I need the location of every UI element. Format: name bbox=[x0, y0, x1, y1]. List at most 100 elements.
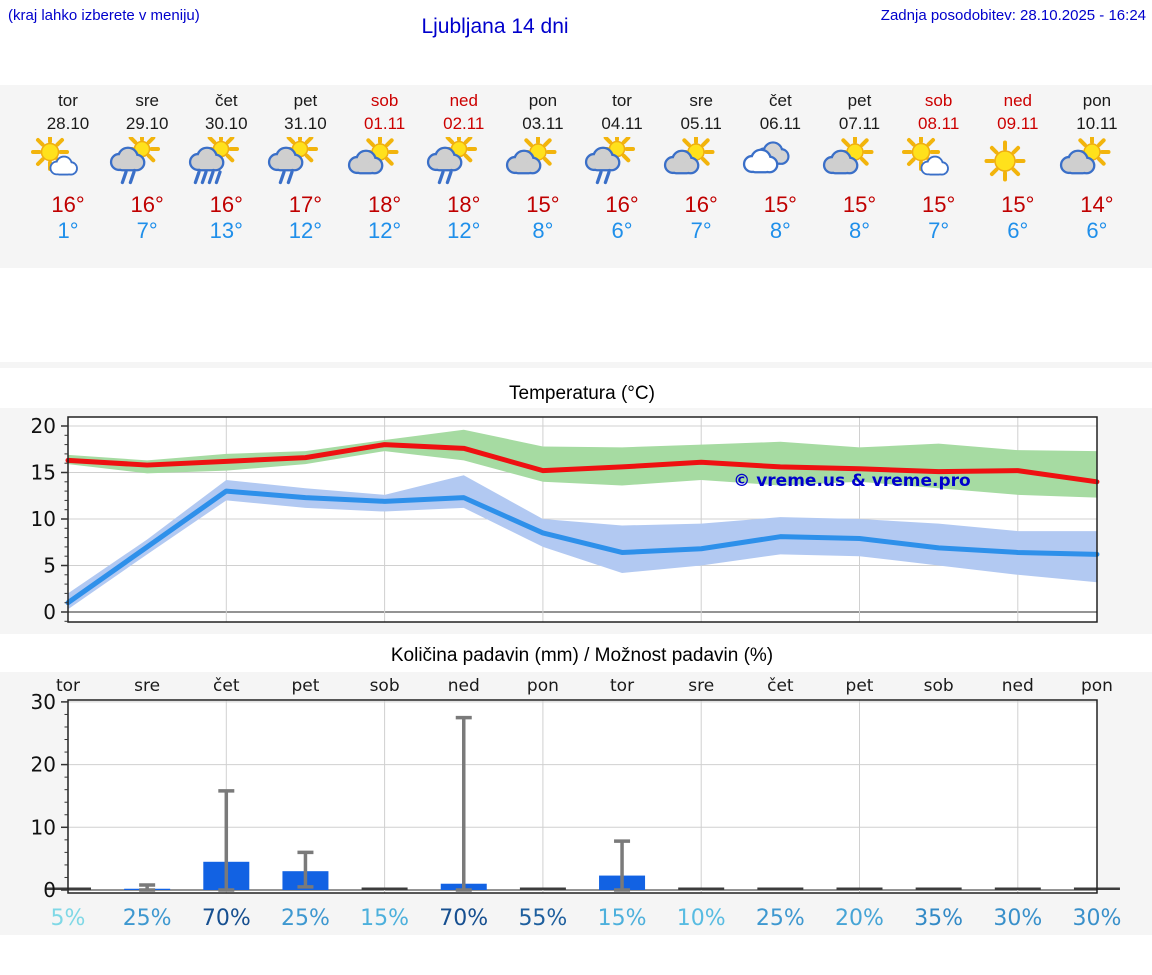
precip-probability-label: 30% bbox=[1072, 906, 1121, 931]
cloudy-icon bbox=[743, 141, 790, 174]
max-temp-band bbox=[68, 429, 1097, 498]
precip-probability-label: 25% bbox=[123, 906, 172, 931]
day-name: pet bbox=[293, 91, 318, 110]
panel-divider bbox=[0, 362, 1152, 368]
min-temp-line bbox=[65, 488, 1100, 606]
precip-probability-label: 55% bbox=[518, 906, 567, 931]
weather-icon bbox=[820, 137, 900, 187]
precip-zero-bar bbox=[915, 887, 962, 890]
precip-probability-label: 15% bbox=[598, 906, 647, 931]
low-temp: 8° bbox=[532, 218, 554, 243]
day-name: sob bbox=[924, 91, 953, 110]
weather-icon bbox=[107, 137, 187, 187]
plot-area bbox=[68, 700, 1097, 893]
forecast-day-column: sob 08.11 15° 7° bbox=[899, 85, 979, 244]
high-temp: 16° bbox=[130, 192, 164, 217]
weather-icon bbox=[978, 137, 1058, 187]
forecast-day-column: ned 09.11 15° 6° bbox=[978, 85, 1058, 244]
forecast-day-column: tor 28.10 16° 1° bbox=[28, 85, 108, 244]
day-date: 07.11 bbox=[838, 114, 881, 133]
precip-zero-bar bbox=[519, 887, 566, 890]
light-rain-icon bbox=[426, 137, 477, 185]
rain-icon bbox=[189, 137, 240, 185]
forecast-day-column: sob 01.11 18° 12° bbox=[345, 85, 425, 244]
low-temp: 6° bbox=[1086, 218, 1108, 243]
partly-sunny-icon bbox=[31, 137, 78, 176]
weather-icon bbox=[582, 137, 662, 187]
y-tick-label: 0 bbox=[43, 600, 56, 624]
precip-zero-bar bbox=[678, 887, 725, 890]
forecast-day-column: ned 02.11 18° 12° bbox=[424, 85, 504, 244]
precip-zero-bar bbox=[994, 887, 1041, 890]
partly-sunny-icon bbox=[901, 137, 949, 176]
day-date: 29.10 bbox=[125, 114, 169, 133]
day-label: sob bbox=[924, 676, 954, 696]
low-temp: 7° bbox=[690, 218, 712, 243]
day-name: tor bbox=[58, 91, 78, 110]
day-name: ned bbox=[1003, 91, 1032, 110]
day-label: sob bbox=[370, 676, 400, 696]
low-temp: 12° bbox=[367, 218, 402, 243]
precipitation-chart: tor sre čet pet sob ned pon tor sre čet pet sob ned p… bbox=[31, 676, 1122, 931]
forecast-day-column: sre 05.11 16° 7° bbox=[661, 85, 741, 244]
precip-whisker bbox=[455, 715, 472, 892]
day-name: čet bbox=[769, 91, 792, 110]
weather-icon bbox=[265, 137, 345, 187]
high-temp: 15° bbox=[763, 192, 797, 217]
menu-hint-text: (kraj lahko izberete v meniju) bbox=[8, 7, 200, 24]
day-date: 03.11 bbox=[522, 114, 564, 133]
y-tick-label: 15 bbox=[31, 461, 56, 485]
day-label: čet bbox=[213, 676, 240, 696]
low-temp: 13° bbox=[209, 218, 243, 243]
day-date: 05.11 bbox=[680, 114, 722, 133]
y-tick-label: 20 bbox=[31, 753, 56, 777]
day-label: pet bbox=[291, 676, 319, 696]
weather-icon bbox=[186, 137, 266, 187]
precip-whisker bbox=[297, 850, 314, 889]
day-date: 01.11 bbox=[363, 114, 406, 133]
temperature-chart-title: Temperatura (°C) bbox=[509, 383, 655, 404]
day-name: sre bbox=[689, 91, 713, 110]
temperature-chart: 0 5 10 15 20 © vreme.us & vreme.pro bbox=[31, 414, 1100, 624]
forecast-day-column: pon 10.11 14° 6° bbox=[1057, 85, 1137, 244]
precip-probability-label: 10% bbox=[677, 906, 726, 931]
high-temp: 16° bbox=[209, 192, 243, 217]
weather-icon bbox=[345, 137, 425, 187]
precip-whisker bbox=[218, 789, 235, 892]
precip-probability-label: 70% bbox=[202, 906, 251, 931]
weather-icon bbox=[424, 137, 504, 187]
forecast-day-column: čet 06.11 15° 8° bbox=[740, 85, 820, 244]
low-temp: 1° bbox=[57, 218, 79, 243]
forecast-day-column: pon 03.11 15° 8° bbox=[503, 85, 583, 244]
day-name: pet bbox=[847, 91, 872, 110]
precip-probability-label: 15% bbox=[360, 906, 409, 931]
sun-cloud-icon bbox=[505, 137, 557, 175]
low-temp: 6° bbox=[1007, 218, 1029, 243]
weather-icon bbox=[1057, 137, 1137, 187]
light-rain-icon bbox=[110, 137, 161, 185]
temperature-chart-panel: 0 5 10 15 20 © vreme.us & vreme.pro bbox=[0, 408, 1152, 634]
precipitation-chart-title: Količina padavin (mm) / Možnost padavin … bbox=[390, 645, 774, 666]
day-date: 30.10 bbox=[205, 114, 248, 133]
sun-cloud-icon bbox=[347, 137, 399, 175]
weather-icon bbox=[28, 137, 108, 187]
day-date: 08.11 bbox=[918, 114, 960, 133]
y-tick-label: 10 bbox=[31, 507, 56, 531]
high-temp: 16° bbox=[51, 192, 85, 217]
weather-icon bbox=[661, 137, 741, 187]
sun-cloud-icon bbox=[1059, 137, 1111, 175]
high-temp: 15° bbox=[1001, 192, 1035, 217]
y-tick-label: 10 bbox=[31, 815, 56, 839]
weather-icon bbox=[503, 137, 583, 187]
watermark-link[interactable]: © vreme.us & vreme.pro bbox=[733, 471, 970, 491]
low-temp: 12° bbox=[447, 218, 481, 243]
high-temp: 16° bbox=[684, 192, 718, 217]
day-label: pet bbox=[846, 676, 874, 696]
y-tick-label: 30 bbox=[31, 690, 56, 714]
sun-cloud-icon bbox=[664, 137, 715, 175]
low-temp: 12° bbox=[288, 218, 323, 243]
precipitation-chart-panel: tor sre čet pet sob ned pon tor sre čet pet sob ned p… bbox=[0, 672, 1152, 935]
day-label: pon bbox=[527, 676, 559, 696]
day-date: 02.11 bbox=[443, 114, 485, 133]
